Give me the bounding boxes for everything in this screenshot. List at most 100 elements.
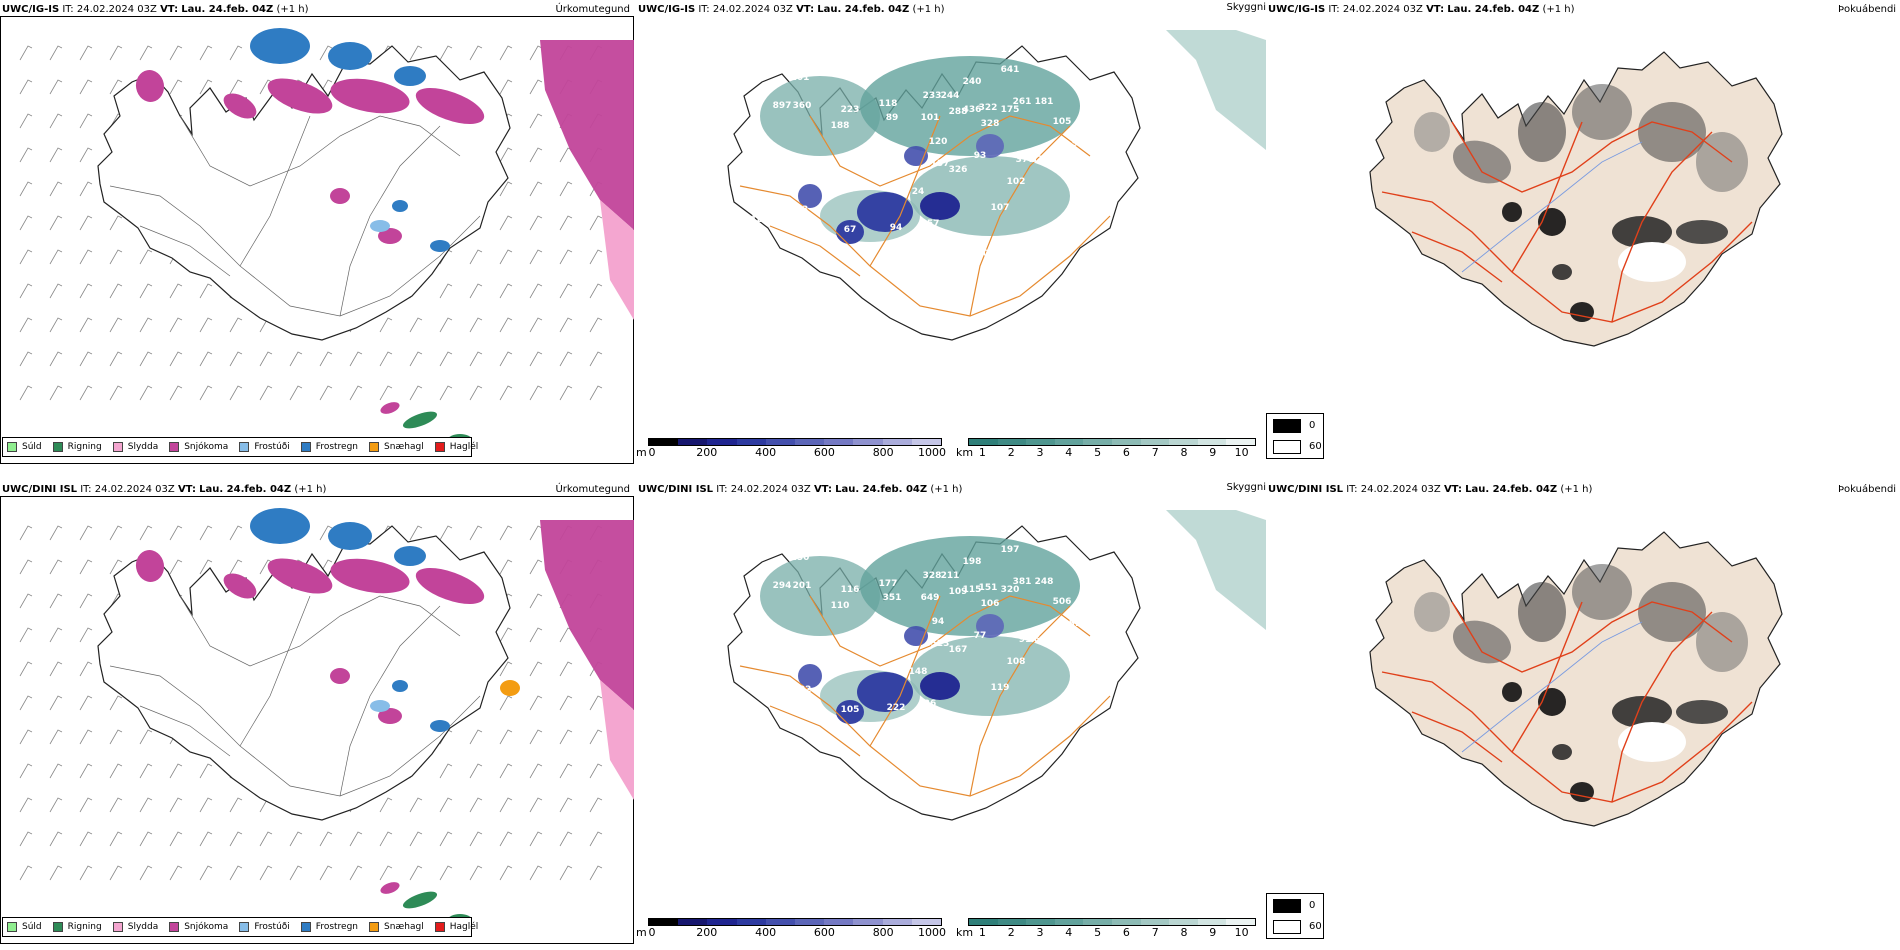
cloud-base-label: 91	[1019, 635, 1032, 645]
rain-cell	[380, 402, 400, 414]
fog-intensity-area	[1570, 302, 1594, 322]
wind-barb	[379, 831, 393, 847]
precip-cell	[328, 42, 372, 70]
wind-barb	[79, 831, 93, 847]
cloud-base-label: 110	[831, 601, 850, 611]
cloud-base-label: 198	[963, 557, 982, 567]
road-line	[179, 595, 461, 667]
colorbar-cell	[911, 439, 942, 445]
wind-barb	[169, 525, 183, 541]
wind-barb	[109, 283, 123, 299]
wind-barb	[229, 865, 243, 881]
iceland-outline	[1369, 531, 1783, 827]
road-line	[1411, 231, 1503, 283]
legend-label: Rigning	[67, 442, 102, 452]
wind-barb	[79, 661, 93, 677]
colorbar-tick: 2	[1007, 926, 1015, 939]
legend-item: Frostregn	[300, 442, 358, 452]
colorbar-tick: 800	[872, 446, 894, 459]
sleet-area	[600, 200, 634, 320]
cloud-base-label: 175	[756, 67, 775, 77]
wind-barb	[589, 729, 603, 745]
cloud-base-label: 101	[921, 113, 940, 123]
wind-barb	[19, 695, 33, 711]
wind-barb	[49, 351, 63, 367]
sleet-area	[600, 680, 634, 800]
cloud-base-label: 109	[949, 587, 968, 597]
wind-barb	[499, 831, 513, 847]
precip-type-map	[19, 508, 634, 926]
wind-barb	[49, 593, 63, 609]
wind-barb	[139, 865, 153, 881]
panel-title: UWC/IG-IS IT: 24.02.2024 03Z VT: Lau. 24…	[2, 4, 309, 15]
wind-barb	[379, 865, 393, 881]
legend-item: Snjókoma	[169, 922, 228, 932]
cloud-base-label: 506	[1053, 597, 1072, 607]
wind-barb	[529, 763, 543, 779]
vt-label: VT:	[160, 4, 179, 15]
cloud-base-label: 511	[1069, 619, 1088, 629]
colorbar-cell	[1169, 439, 1198, 445]
precip-cell	[330, 668, 350, 684]
vt-label: VT:	[1426, 4, 1445, 15]
cloud-base-label: 294	[773, 581, 792, 591]
cloud-base-label: 641	[1001, 65, 1020, 75]
colorbar-unit: km	[956, 446, 974, 459]
wind-barb	[49, 627, 63, 643]
legend-item: Snjókoma	[169, 442, 228, 452]
wind-barb	[499, 79, 513, 95]
cloud-base-label: 351	[883, 593, 902, 603]
wind-barb	[559, 695, 573, 711]
colorbar-cell	[911, 919, 942, 925]
colorbar-cell	[1226, 919, 1255, 925]
cloud-base-label: 240	[963, 77, 982, 87]
cloud-base-label: 87	[886, 159, 899, 169]
panel-title: UWC/DINI ISL IT: 24.02.2024 03Z VT: Lau.…	[638, 484, 962, 495]
fog-intensity-area	[1518, 582, 1566, 642]
fog-intensity-area	[1676, 220, 1728, 244]
vt-value: Lau. 24.feb. 04Z	[199, 484, 292, 495]
road-line	[1451, 121, 1733, 193]
colorbar-tick: 9	[1209, 926, 1217, 939]
precip-cell	[250, 28, 310, 64]
it-label: IT:	[80, 484, 92, 495]
wind-barb	[559, 215, 573, 231]
cloud-base-label: 201	[793, 581, 812, 591]
cloud-base-label: 222	[887, 703, 906, 713]
wind-barb	[49, 215, 63, 231]
wind-barb	[499, 351, 513, 367]
wind-barb	[379, 317, 393, 333]
colorbar-cell	[1111, 439, 1141, 445]
vt-label: VT:	[813, 484, 832, 495]
legend-label: Haglél	[449, 442, 479, 452]
colorbar-cells	[648, 918, 942, 926]
model-name: UWC/DINI ISL	[638, 484, 714, 495]
wind-barb	[559, 729, 573, 745]
legend-item: Rigning	[52, 922, 102, 932]
colorbar-cells	[648, 438, 942, 446]
wind-barb	[439, 45, 453, 61]
wind-barb	[199, 385, 213, 401]
wind-barb	[19, 385, 33, 401]
colorbar-cell	[969, 439, 998, 445]
wind-barb	[19, 181, 33, 197]
wind-barb	[499, 627, 513, 643]
cloud-base-colorbar: m 0 200 400 600 800 1000	[636, 438, 946, 462]
wind-barb	[259, 385, 273, 401]
road-line	[1511, 121, 1583, 273]
cloud-base-label: 120	[929, 137, 948, 147]
wind-barb	[259, 351, 273, 367]
precip-cell	[370, 700, 390, 712]
legend-item: Slydda	[112, 922, 158, 932]
cloud-base-label: 107	[991, 203, 1010, 213]
legend-swatch	[239, 922, 250, 932]
colorbar-cell	[997, 919, 1027, 925]
precip-cell	[378, 228, 402, 244]
colorbar-tick: 5	[1094, 926, 1102, 939]
colorbar-cell	[1226, 439, 1255, 445]
panel-variable: Þokuábendi	[1838, 4, 1897, 15]
wind-barb	[439, 865, 453, 881]
wind-barb	[469, 865, 483, 881]
wind-barb	[409, 385, 423, 401]
road-line	[1611, 611, 1713, 803]
